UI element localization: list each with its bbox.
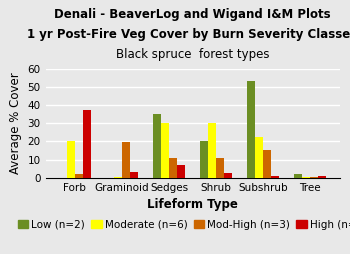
Bar [310, 177, 318, 178]
Bar [255, 137, 263, 178]
Bar [302, 177, 310, 178]
Bar [216, 158, 224, 178]
Legend: Low (n=2), Moderate (n=6), Mod-High (n=3), High (n=3): Low (n=2), Moderate (n=6), Mod-High (n=3… [14, 216, 350, 234]
Bar [318, 176, 326, 178]
Bar [67, 141, 75, 178]
Bar [83, 109, 91, 178]
Bar [161, 123, 169, 178]
Bar [294, 174, 302, 178]
Bar [247, 81, 255, 178]
Y-axis label: Average % Cover: Average % Cover [9, 72, 22, 174]
Text: Black spruce  forest types: Black spruce forest types [116, 48, 269, 61]
Bar [177, 165, 185, 178]
Bar [208, 123, 216, 178]
Bar [153, 114, 161, 178]
Bar [263, 150, 271, 178]
X-axis label: Lifeform Type: Lifeform Type [147, 198, 238, 211]
Bar [130, 172, 138, 178]
Bar [169, 158, 177, 178]
Text: 1 yr Post-Fire Veg Cover by Burn Severity Classes: 1 yr Post-Fire Veg Cover by Burn Severit… [27, 28, 350, 41]
Bar [224, 173, 232, 178]
Text: Denali - BeaverLog and Wigand I&M Plots: Denali - BeaverLog and Wigand I&M Plots [54, 8, 331, 21]
Bar [75, 174, 83, 178]
Bar [271, 176, 279, 178]
Bar [122, 142, 130, 178]
Bar [200, 141, 208, 178]
Bar [114, 177, 122, 178]
